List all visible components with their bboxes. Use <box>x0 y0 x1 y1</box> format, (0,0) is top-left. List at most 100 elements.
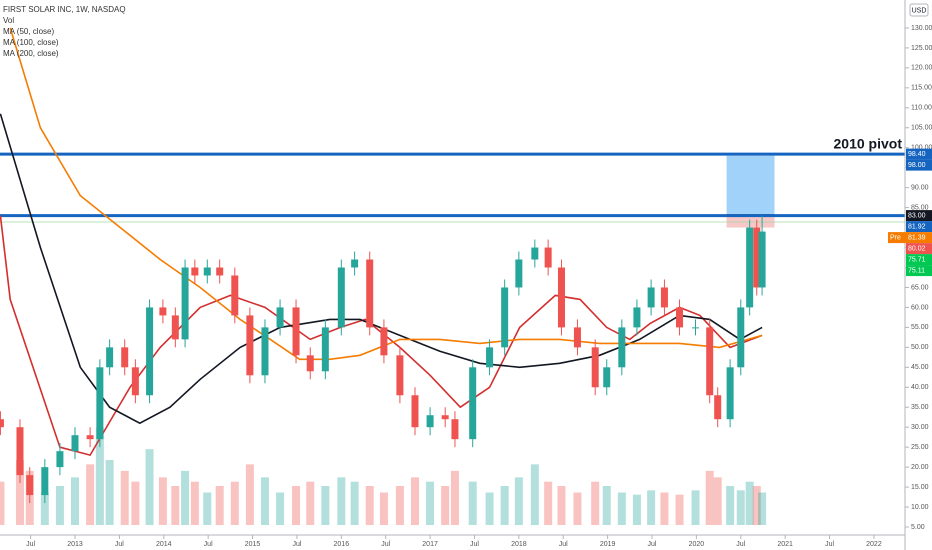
candle-body <box>758 231 766 288</box>
x-tick-label: 2013 <box>67 541 83 548</box>
candle-body <box>216 267 224 276</box>
volume-bar <box>292 486 301 525</box>
volume-bar <box>468 481 477 525</box>
volume-bar <box>557 486 566 525</box>
volume-bar <box>71 477 80 525</box>
candle-body <box>16 427 24 476</box>
x-tick-label: Jul <box>470 541 479 548</box>
volume-bar <box>215 486 224 525</box>
volume-bar <box>726 486 735 525</box>
candle-body <box>261 327 269 376</box>
candle-body <box>531 247 539 260</box>
stop-box <box>726 215 775 228</box>
y-tick-label: 5.00 <box>911 524 925 531</box>
price-label: 98.00 <box>908 162 926 169</box>
currency[interactable]: USD <box>912 7 927 14</box>
candle-body <box>86 435 94 440</box>
y-tick-label: 40.00 <box>911 384 929 391</box>
prefix-box <box>888 232 906 244</box>
volume-bar <box>245 464 254 525</box>
annotation: 2010 pivot <box>834 136 903 152</box>
ma-line <box>0 113 763 425</box>
price-label: 83.00 <box>908 212 926 219</box>
volume-bar <box>745 481 754 525</box>
candle-body <box>121 347 129 368</box>
candle-body <box>706 327 714 396</box>
y-tick-label: 115.00 <box>911 85 932 92</box>
price-label: 75.11 <box>908 267 925 274</box>
candle-body <box>203 267 211 276</box>
x-tick-label: Jul <box>115 541 124 548</box>
y-tick-label: 55.00 <box>911 324 929 331</box>
x-tick-label: Jul <box>292 541 301 548</box>
y-tick-label: 25.00 <box>911 444 929 451</box>
candle-body <box>573 327 581 348</box>
volume-bar <box>617 492 626 525</box>
x-tick-label: Jul <box>736 541 745 548</box>
x-tick-label: 2021 <box>777 541 793 548</box>
candle-body <box>676 307 684 328</box>
volume-bar <box>485 492 494 525</box>
candle-body <box>246 315 254 376</box>
volume-bar <box>203 492 212 525</box>
candle-body <box>441 415 449 420</box>
volume-bar <box>647 490 656 525</box>
volume-bar <box>632 494 641 525</box>
price-label: 75.71 <box>908 256 926 263</box>
volume-bar <box>691 490 700 525</box>
candle-body <box>181 267 189 340</box>
volume-bar <box>55 486 64 525</box>
volume-bar <box>752 486 761 525</box>
candle-body <box>557 267 565 328</box>
y-tick-label: 100.00 <box>911 145 932 152</box>
legend-entry: Vol <box>3 16 14 25</box>
y-tick-label: 105.00 <box>911 125 932 132</box>
volume-bar <box>379 492 388 525</box>
candle-body <box>380 327 388 356</box>
volume-bar <box>15 460 24 525</box>
x-tick-label: Jul <box>559 541 568 548</box>
candle-body <box>753 227 761 288</box>
x-tick-label: Jul <box>204 541 213 548</box>
legend-entry: MA (200, close) <box>3 49 59 58</box>
price-label: 80.02 <box>908 245 926 252</box>
candle-body <box>71 435 79 452</box>
volume-bar <box>40 492 49 525</box>
candle-body <box>26 475 34 496</box>
x-tick-label: Jul <box>381 541 390 548</box>
y-tick-label: 20.00 <box>911 464 929 471</box>
candle-body <box>603 367 611 388</box>
y-tick-label: 85.00 <box>911 204 929 211</box>
candle-body <box>426 415 434 428</box>
legend-entry: MA (50, close) <box>3 27 54 36</box>
candle-body <box>618 327 626 368</box>
volume-bar <box>120 470 129 525</box>
volume-bar <box>131 481 140 525</box>
candle-body <box>501 287 509 348</box>
candle-body <box>737 307 745 368</box>
x-tick-label: Jul <box>825 541 834 548</box>
candle-body <box>106 347 114 368</box>
price-label-box <box>906 210 932 222</box>
currency-box[interactable] <box>909 3 929 17</box>
y-tick-label: 45.00 <box>911 364 929 371</box>
legend-entry: MA (100, close) <box>3 38 59 47</box>
volume-bar <box>276 492 285 525</box>
price-label-box <box>906 148 932 160</box>
volume-bar <box>190 481 199 525</box>
volume-bar <box>591 481 600 525</box>
x-tick-label: 2015 <box>245 541 261 548</box>
volume-bar <box>660 492 669 525</box>
price-label: 81.39 <box>908 234 926 241</box>
volume-bar <box>426 481 435 525</box>
volume-bar <box>530 464 539 525</box>
volume-bar <box>86 464 95 525</box>
y-tick-label: 125.00 <box>911 45 932 52</box>
candle-body <box>746 227 754 308</box>
price-label-box <box>906 265 932 277</box>
x-tick-label: 2019 <box>600 541 616 548</box>
candle-body <box>41 467 49 496</box>
candle-body <box>647 287 655 308</box>
